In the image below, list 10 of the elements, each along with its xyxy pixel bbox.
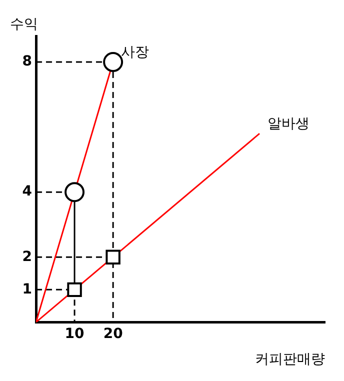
y-axis-title: 수익 (10, 16, 38, 33)
series-label: 사장 (121, 44, 150, 61)
y-tick-label: 2 (22, 248, 32, 265)
y-tick-label: 1 (22, 281, 32, 298)
y-tick-label: 8 (22, 54, 32, 70)
x-axis-title: 커피판매량 (255, 352, 325, 368)
x-tick-label: 20 (103, 326, 124, 342)
x-tick-label: 10 (64, 326, 85, 342)
series-label: 알바생 (267, 116, 310, 132)
y-tick-label: 4 (22, 184, 32, 200)
